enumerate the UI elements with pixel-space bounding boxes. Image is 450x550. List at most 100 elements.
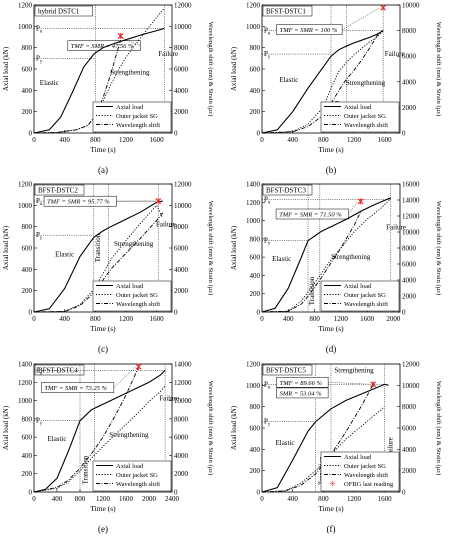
y-axis-title: Axial load (kN): [2, 405, 10, 450]
series-outer-jacket-sg: [33, 385, 166, 493]
legend-entry: Wavelength shift: [116, 301, 160, 308]
y-axis-title: Axial load (kN): [2, 225, 10, 270]
y2-tick-label: 2000: [174, 470, 189, 478]
pu-label: Pu: [264, 27, 271, 37]
y-tick-label: 200: [250, 467, 261, 475]
x-tick-label: 0: [32, 136, 36, 144]
x-tick-label: 0: [32, 495, 36, 503]
specimen-label: BFST-DSTC4: [34, 364, 85, 376]
y2-axis-title: Wavelength shift (nm) & Strain (µε): [207, 381, 214, 476]
legend-entry: Axial load: [116, 104, 144, 111]
y-tick-label: 200: [22, 470, 33, 478]
y2-axis-title: Wavelength shift (nm) & Strain (µε): [435, 201, 442, 296]
y-tick-label: 400: [250, 446, 261, 454]
x-axis-title: Time (s): [318, 324, 344, 333]
x-tick-label: 1600: [150, 315, 165, 323]
legend-entry: Axial load: [116, 463, 144, 470]
phase-label: Strengthening: [346, 79, 386, 87]
ratio-text: TMF = SMR = 47.56 %: [71, 43, 134, 50]
series-wavelength-shift: [33, 212, 164, 313]
chart-panel-6: 0 400 800 1200 16000200400600800100012000200…: [230, 361, 442, 535]
y2-tick-label: 10000: [174, 23, 192, 31]
legend-entry: Outer jacket SG: [344, 463, 386, 470]
x-tick-label: 1600: [360, 315, 375, 323]
y-tick-label: 800: [22, 44, 33, 52]
y2-tick-label: 0: [402, 489, 406, 497]
x-tick-label: 800: [309, 315, 320, 323]
y2-axis-title: Wavelength shift (nm) & Strain (µε): [435, 22, 442, 117]
ratio-text: TMF = 89.66 %: [280, 380, 323, 387]
phase-label: Strengthening: [114, 240, 154, 248]
ofbg-marker: [370, 381, 377, 388]
specimen-label-text: BFST-DSTC3: [266, 187, 306, 195]
series-wavelength-shift: [261, 384, 374, 493]
ofbg-marker: [155, 198, 162, 205]
specimen-label-text: hybrid DSTC1: [38, 8, 80, 16]
x-tick-label: 400: [52, 495, 63, 503]
phase-label: Elastic: [40, 79, 59, 87]
y2-tick-label: 0: [174, 309, 178, 317]
panel-label: (c): [98, 344, 108, 354]
chart-panel-3: 0 400 800 1200 16000200400600800100012000200…: [2, 181, 214, 355]
phase-label: Elastic: [275, 439, 294, 447]
y2-tick-label: 8000: [174, 223, 189, 231]
y2-tick-label: 14000: [174, 361, 192, 369]
y2-tick-label: 4000: [402, 277, 417, 285]
legend-entry: Wavelength shift: [344, 301, 388, 308]
legend: Axial load Outer jacket SG Wavelength shif…: [320, 451, 400, 492]
ofbg-marker: [135, 363, 142, 370]
y-tick-label: 400: [250, 87, 261, 95]
ratio-text-2: SMR = 53.04 %: [280, 390, 323, 397]
x-tick-label: 1600: [378, 495, 393, 503]
y-tick-label: 600: [250, 66, 261, 74]
phase-label: Elastic: [55, 251, 74, 259]
specimen-label-box: [262, 5, 313, 17]
legend-entry: Wavelength shift: [116, 481, 160, 488]
py-label: Py: [36, 417, 43, 427]
ratio-guide-line: [348, 201, 358, 215]
panel-label: (d): [326, 344, 337, 354]
y-tick-label: 1200: [246, 2, 261, 10]
y2-tick-label: 10000: [174, 202, 192, 210]
legend-entry: Axial load: [344, 104, 372, 111]
x-tick-label: 800: [90, 136, 101, 144]
ratio-text: TMF = SMR = 95.77 %: [47, 199, 110, 206]
specimen-label: BFST-DSTC5: [262, 364, 313, 376]
y2-tick-label: 0: [174, 130, 178, 138]
y2-tick-label: 4000: [174, 452, 189, 460]
x-tick-label: 0: [260, 495, 264, 503]
ratio-box-2: [276, 387, 329, 399]
specimen-label-box: [34, 364, 85, 376]
y-axis-title: Axial load (kN): [230, 405, 238, 450]
ratio-text: TMF = SMR = 100 %: [280, 27, 338, 34]
x-tick-label: 1600: [378, 136, 393, 144]
y-tick-label: 200: [250, 290, 261, 298]
y2-tick-label: 16000: [402, 181, 420, 189]
x-tick-label: 1200: [334, 315, 349, 323]
phase-label: Strengthening: [334, 367, 374, 375]
ratio-guide-line: [342, 7, 381, 30]
specimen-label-box: [34, 5, 93, 17]
specimen-label-box: [262, 184, 313, 196]
x-axis-title: Time (s): [90, 324, 116, 333]
panel-label: (e): [98, 524, 108, 534]
specimen-label: BFST-DSTC3: [262, 184, 313, 196]
x-tick-label: 400: [283, 315, 294, 323]
y2-tick-label: 2000: [402, 467, 417, 475]
y-tick-label: 400: [250, 272, 261, 280]
legend: Axial load Outer jacket SG Wavelength shif…: [92, 101, 172, 133]
x-tick-label: 0: [260, 136, 264, 144]
y2-tick-label: 4000: [174, 87, 189, 95]
phase-label: Failure: [386, 437, 394, 457]
y2-tick-label: 2000: [174, 287, 189, 295]
y-tick-label: 1000: [18, 397, 33, 405]
legend: Axial load Outer jacket SG Wavelength shif…: [320, 280, 400, 312]
x-axis-title: Time (s): [318, 504, 344, 513]
x-tick-label: 1200: [119, 136, 134, 144]
y2-axis-title: Wavelength shift (nm) & Strain (µε): [435, 381, 442, 476]
series-wavelength-shift: [261, 30, 384, 134]
y-tick-label: 600: [22, 434, 33, 442]
ofbg-marker: [357, 198, 364, 205]
legend-entry: Axial load: [116, 283, 144, 290]
y-tick-label: 200: [22, 287, 33, 295]
